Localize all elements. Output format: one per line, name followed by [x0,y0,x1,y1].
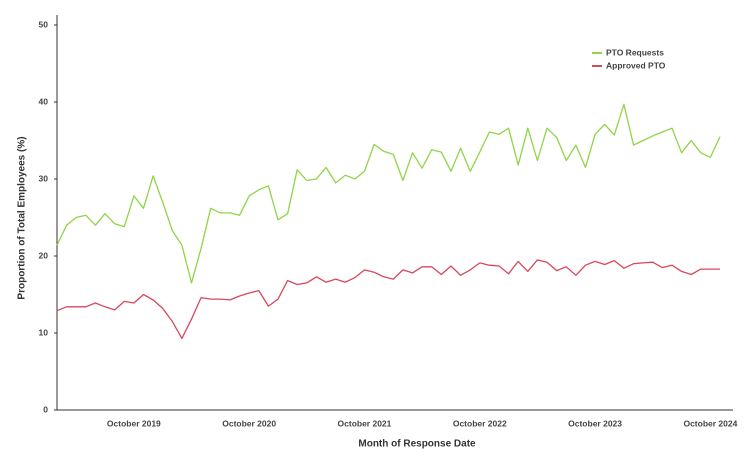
series-line [56,103,721,284]
y-tick-label: 30 [39,173,49,183]
y-tick-label: 0 [43,404,48,414]
x-axis-label: Month of Response Date [358,439,476,450]
x-tick-label: October 2020 [222,418,276,428]
y-tick-label: 20 [39,250,49,260]
y-tick-label: 40 [39,96,49,106]
series-line [56,259,720,340]
x-tick-label: October 2024 [683,418,737,428]
x-tick-label: October 2022 [453,418,507,428]
y-tick-label: 10 [39,327,49,337]
x-tick-label: October 2021 [338,418,392,428]
y-tick-label: 50 [39,19,49,29]
y-axis-label: Proportion of Total Employees (%) [17,136,28,299]
x-tick-label: October 2019 [107,418,161,428]
legend-label: Approved PTO [606,60,666,70]
x-tick-label: October 2023 [568,418,622,428]
legend-label: PTO Requests [606,47,664,57]
